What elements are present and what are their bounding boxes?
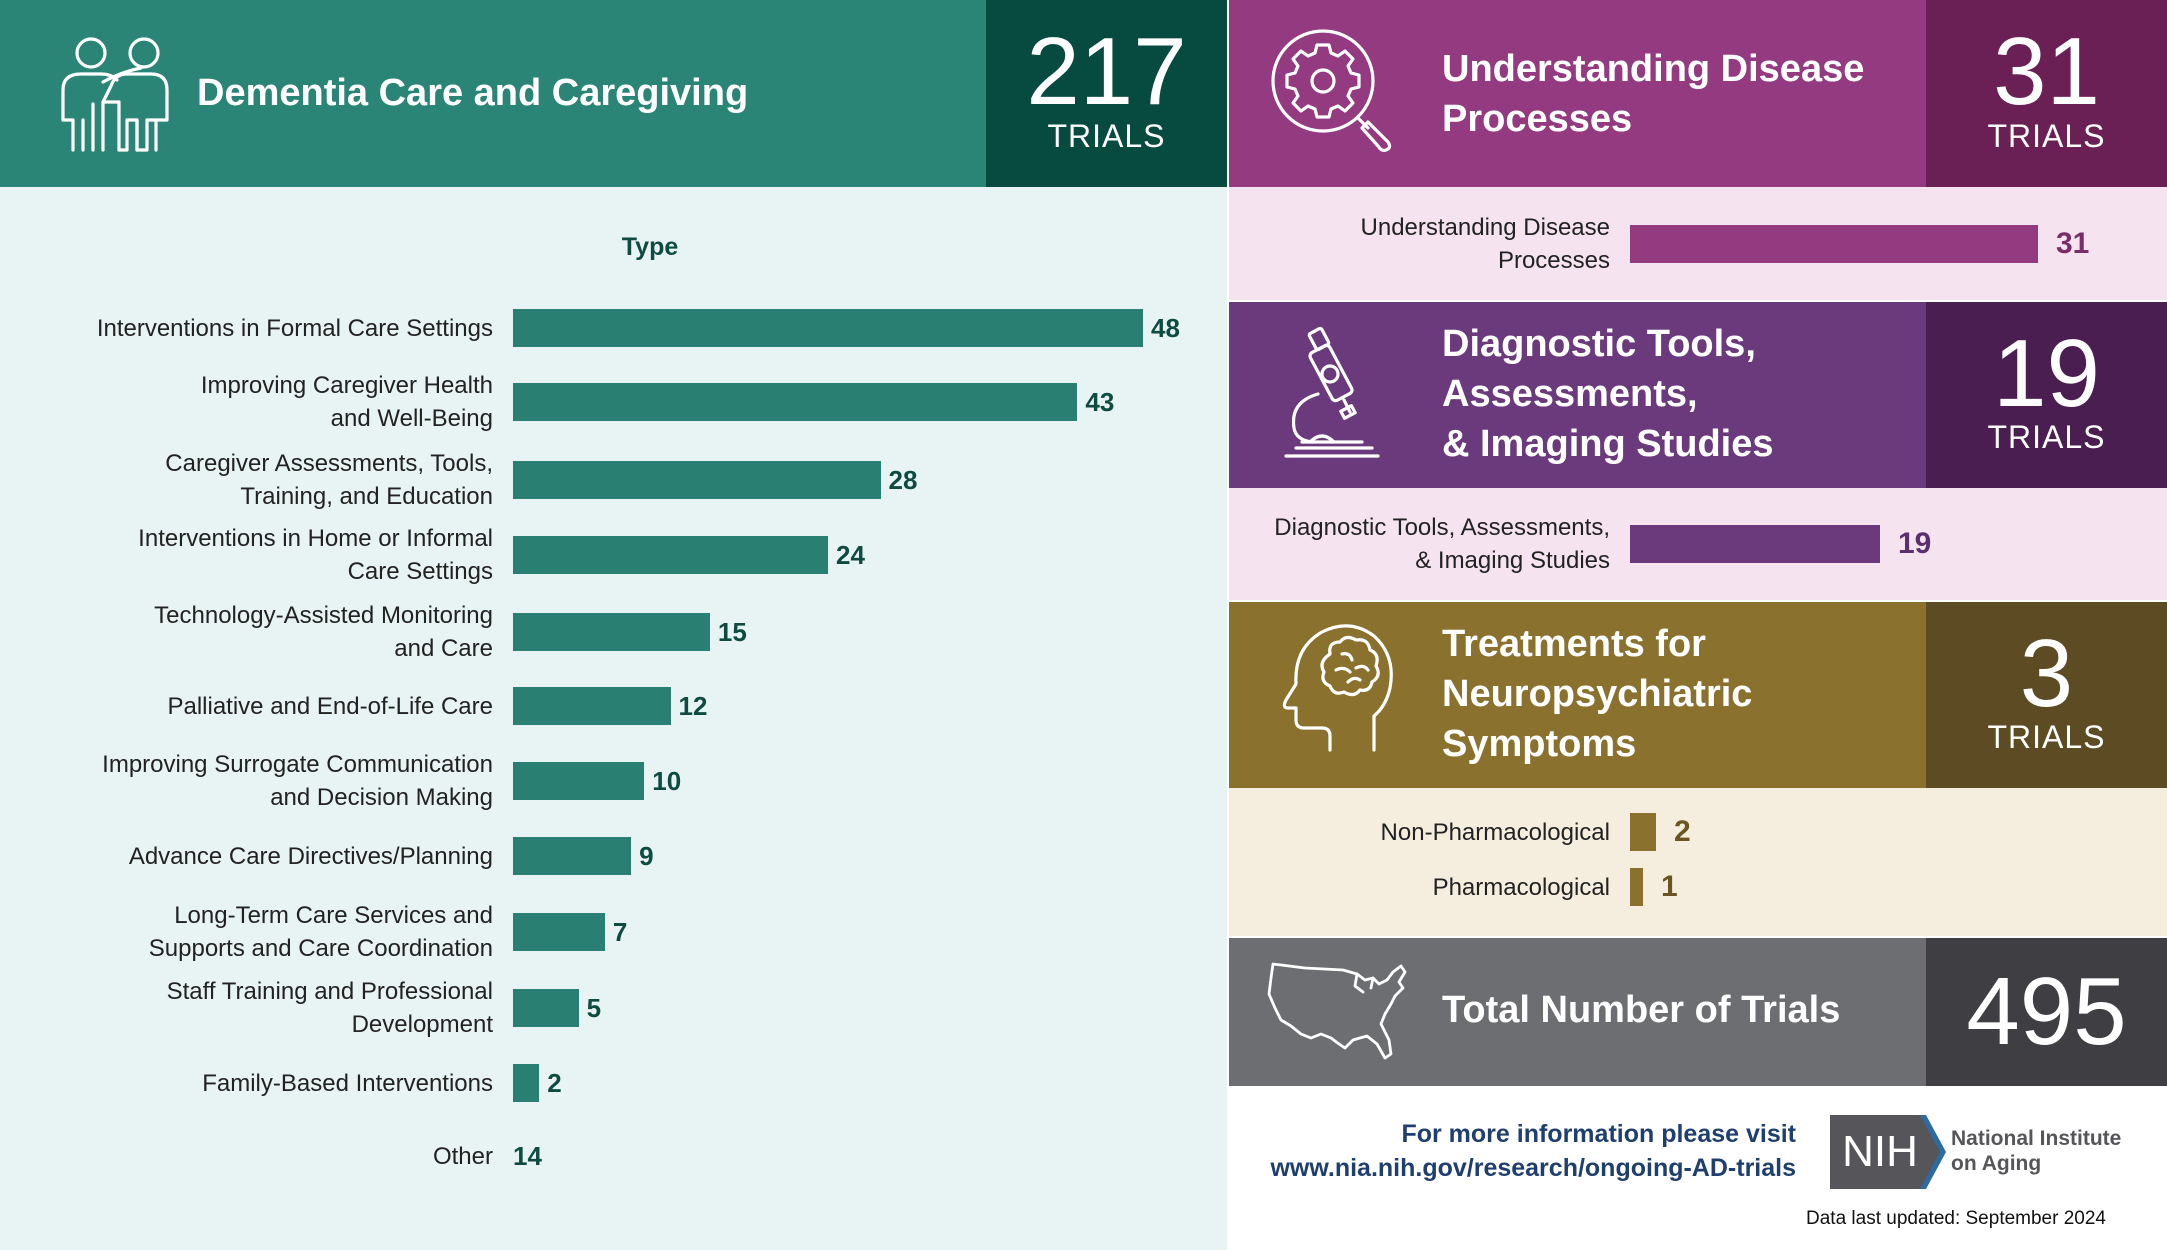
- bar: [1630, 525, 1880, 563]
- neuro-title-line1: Treatments for: [1442, 623, 1706, 665]
- data-label: 10: [652, 766, 682, 796]
- disease-count: 31: [1993, 18, 2100, 125]
- institute-line2: on Aging: [1951, 1152, 2042, 1175]
- neuro-title-line2: Neuropsychiatric: [1442, 673, 1753, 715]
- category-label: Pharmacological: [1432, 873, 1610, 901]
- category-label: Interventions in Home or Informal: [138, 525, 493, 552]
- category-label: Advance Care Directives/Planning: [128, 842, 493, 870]
- data-label: 28: [888, 465, 918, 495]
- category-label: Improving Caregiver Health: [200, 372, 493, 399]
- category-label: and Decision Making: [270, 784, 493, 811]
- category-label: Staff Training and Professional: [166, 978, 493, 1005]
- bar: [513, 989, 579, 1027]
- disease-title-line1: Understanding Disease: [1442, 48, 1865, 90]
- data-label: 48: [1151, 313, 1180, 343]
- neuro-title-line3: Symptoms: [1442, 723, 1637, 765]
- diagnostic-title-line1: Diagnostic Tools,: [1442, 323, 1756, 365]
- data-label: 1: [1661, 870, 1678, 903]
- bar: [513, 687, 671, 725]
- neuro-trials-label: TRIALS: [1987, 719, 2106, 755]
- category-label: Supports and Care Coordination: [148, 935, 493, 962]
- neuro-header: [1229, 602, 1926, 788]
- diagnostic-trials-label: TRIALS: [1987, 419, 2106, 455]
- bar: [513, 461, 881, 499]
- dementia-header: [0, 0, 986, 187]
- usa-map-icon: [1267, 962, 1407, 1060]
- data-label: 31: [2056, 227, 2090, 260]
- data-label: 14: [513, 1141, 542, 1171]
- gear-magnifier-icon: [1271, 29, 1392, 153]
- bar: [513, 309, 1143, 347]
- data-label: 15: [717, 617, 747, 647]
- bar: [1630, 868, 1643, 906]
- category-label: Long-Term Care Services and: [174, 902, 493, 929]
- bar: [513, 913, 605, 951]
- data-label: 2: [1674, 815, 1691, 848]
- data-label: 2: [547, 1068, 562, 1098]
- data-label: 9: [639, 841, 654, 871]
- category-label: Palliative and End-of-Life Care: [167, 692, 493, 720]
- category-label: and Well-Being: [330, 405, 493, 432]
- diagnostic-title-line2: Assessments,: [1442, 373, 1698, 415]
- category-label: Other: [432, 1142, 493, 1170]
- data-label: 43: [1085, 387, 1115, 417]
- dementia-count: 217: [1026, 18, 1187, 125]
- data-label: 19: [1898, 527, 1932, 560]
- disease-trials-label: TRIALS: [1987, 118, 2106, 154]
- bar: [1630, 225, 2038, 263]
- bar: [513, 613, 710, 651]
- bar: [513, 762, 645, 800]
- total-count-box: [1926, 938, 2167, 1086]
- category-label: Non-Pharmacological: [1380, 818, 1610, 846]
- category-label: & Imaging Studies: [1415, 547, 1610, 574]
- dementia-trials-label: TRIALS: [1047, 118, 1166, 154]
- footer-visit-line: For more information please visit: [1401, 1120, 1796, 1148]
- disease-count-box: [1926, 0, 2167, 187]
- category-label: Interventions in Formal Care Settings: [96, 314, 493, 342]
- nih-logo: [1830, 1115, 1946, 1189]
- nih-logo-text: NIH: [1842, 1127, 1918, 1176]
- data-label: 7: [612, 917, 628, 947]
- data-label: 5: [586, 993, 602, 1023]
- neuro-count: 3: [2019, 620, 2074, 727]
- total-count: 495: [1966, 958, 2127, 1065]
- category-label: and Care: [394, 635, 493, 662]
- category-label: Development: [351, 1011, 493, 1038]
- bar: [1630, 813, 1656, 851]
- category-label: Improving Surrogate Communication: [102, 751, 493, 778]
- bar: [513, 837, 632, 875]
- disease-header: [1229, 0, 1926, 187]
- category-label: Caregiver Assessments, Tools,: [165, 450, 493, 477]
- diagnostic-count: 19: [1993, 320, 2100, 427]
- category-label: Diagnostic Tools, Assessments,: [1274, 514, 1610, 541]
- total-title: Total Number of Trials: [1442, 989, 1841, 1031]
- category-label: Processes: [1497, 247, 1610, 274]
- category-label: Care Settings: [347, 558, 493, 585]
- caregivers-icon: [61, 37, 169, 152]
- institute-line1: National Institute: [1951, 1127, 2122, 1150]
- category-label: Training, and Education: [240, 483, 493, 510]
- neuro-count-box: [1926, 602, 2167, 788]
- category-label: Family-Based Interventions: [202, 1069, 493, 1097]
- bar: [513, 383, 1078, 421]
- data-label: 12: [678, 691, 708, 721]
- total-header: [1229, 938, 1926, 1086]
- data-updated-note: Data last updated: September 2024: [1806, 1208, 2106, 1229]
- dementia-count-box: [986, 0, 1227, 187]
- diagnostic-title-line3: & Imaging Studies: [1442, 423, 1774, 465]
- head-brain-icon: [1282, 624, 1393, 752]
- chart-title: Type: [621, 233, 679, 261]
- neuro-chart-panel: [1229, 788, 2167, 936]
- dementia-title: Dementia Care and Caregiving: [197, 72, 749, 114]
- category-label: Understanding Disease: [1360, 214, 1610, 241]
- bar: [513, 1064, 540, 1102]
- disease-title-line2: Processes: [1442, 98, 1633, 140]
- category-label: Technology-Assisted Monitoring: [154, 602, 493, 629]
- bar: [513, 536, 828, 574]
- microscope-icon: [1284, 326, 1380, 458]
- data-label: 24: [836, 540, 865, 570]
- footer-url-link[interactable]: www.nia.nih.gov/research/ongoing-AD-tria…: [1270, 1154, 1796, 1182]
- diagnostic-count-box: [1926, 302, 2167, 488]
